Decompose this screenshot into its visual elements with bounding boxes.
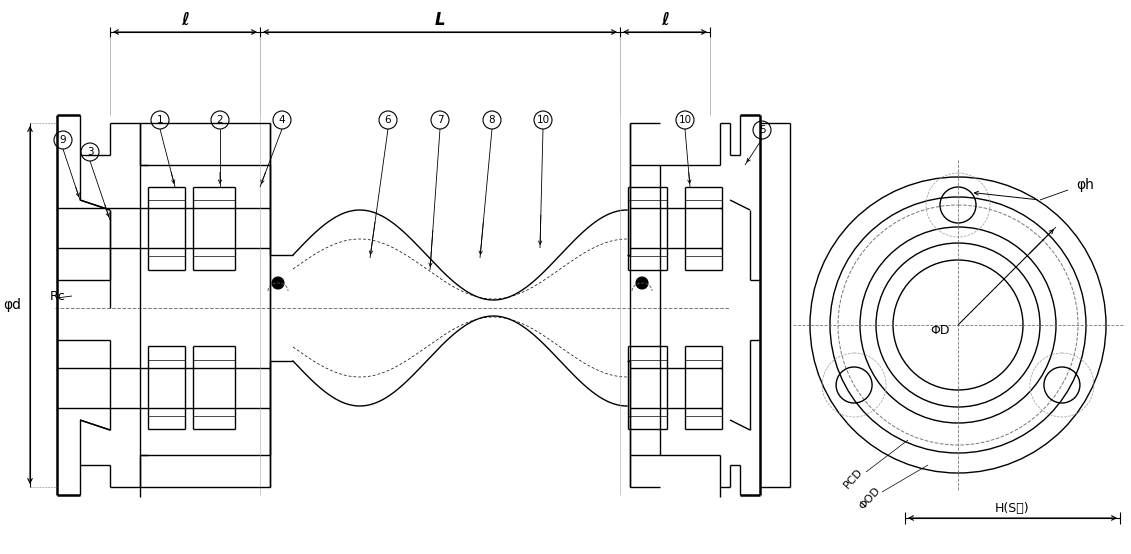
Text: 8: 8 bbox=[489, 115, 495, 125]
Text: 10: 10 bbox=[679, 115, 691, 125]
Text: 5: 5 bbox=[759, 125, 766, 135]
Text: H(S角): H(S角) bbox=[995, 501, 1030, 515]
Text: 9: 9 bbox=[60, 135, 67, 145]
Text: 7: 7 bbox=[437, 115, 443, 125]
Text: φh: φh bbox=[1076, 178, 1094, 192]
Circle shape bbox=[636, 277, 648, 289]
Text: 2: 2 bbox=[217, 115, 223, 125]
Circle shape bbox=[271, 277, 284, 289]
Text: PCD: PCD bbox=[841, 466, 864, 490]
Text: 10: 10 bbox=[536, 115, 550, 125]
Text: Rc: Rc bbox=[50, 290, 66, 302]
Text: φd: φd bbox=[3, 298, 21, 312]
Text: ΦOD: ΦOD bbox=[857, 485, 882, 511]
Text: 1: 1 bbox=[157, 115, 163, 125]
Text: ℓ: ℓ bbox=[181, 11, 189, 29]
Text: L: L bbox=[434, 11, 446, 29]
Text: ℓ: ℓ bbox=[661, 11, 668, 29]
Text: ΦD: ΦD bbox=[931, 324, 950, 336]
Text: 4: 4 bbox=[278, 115, 285, 125]
Text: 6: 6 bbox=[385, 115, 391, 125]
Text: 3: 3 bbox=[87, 147, 94, 157]
